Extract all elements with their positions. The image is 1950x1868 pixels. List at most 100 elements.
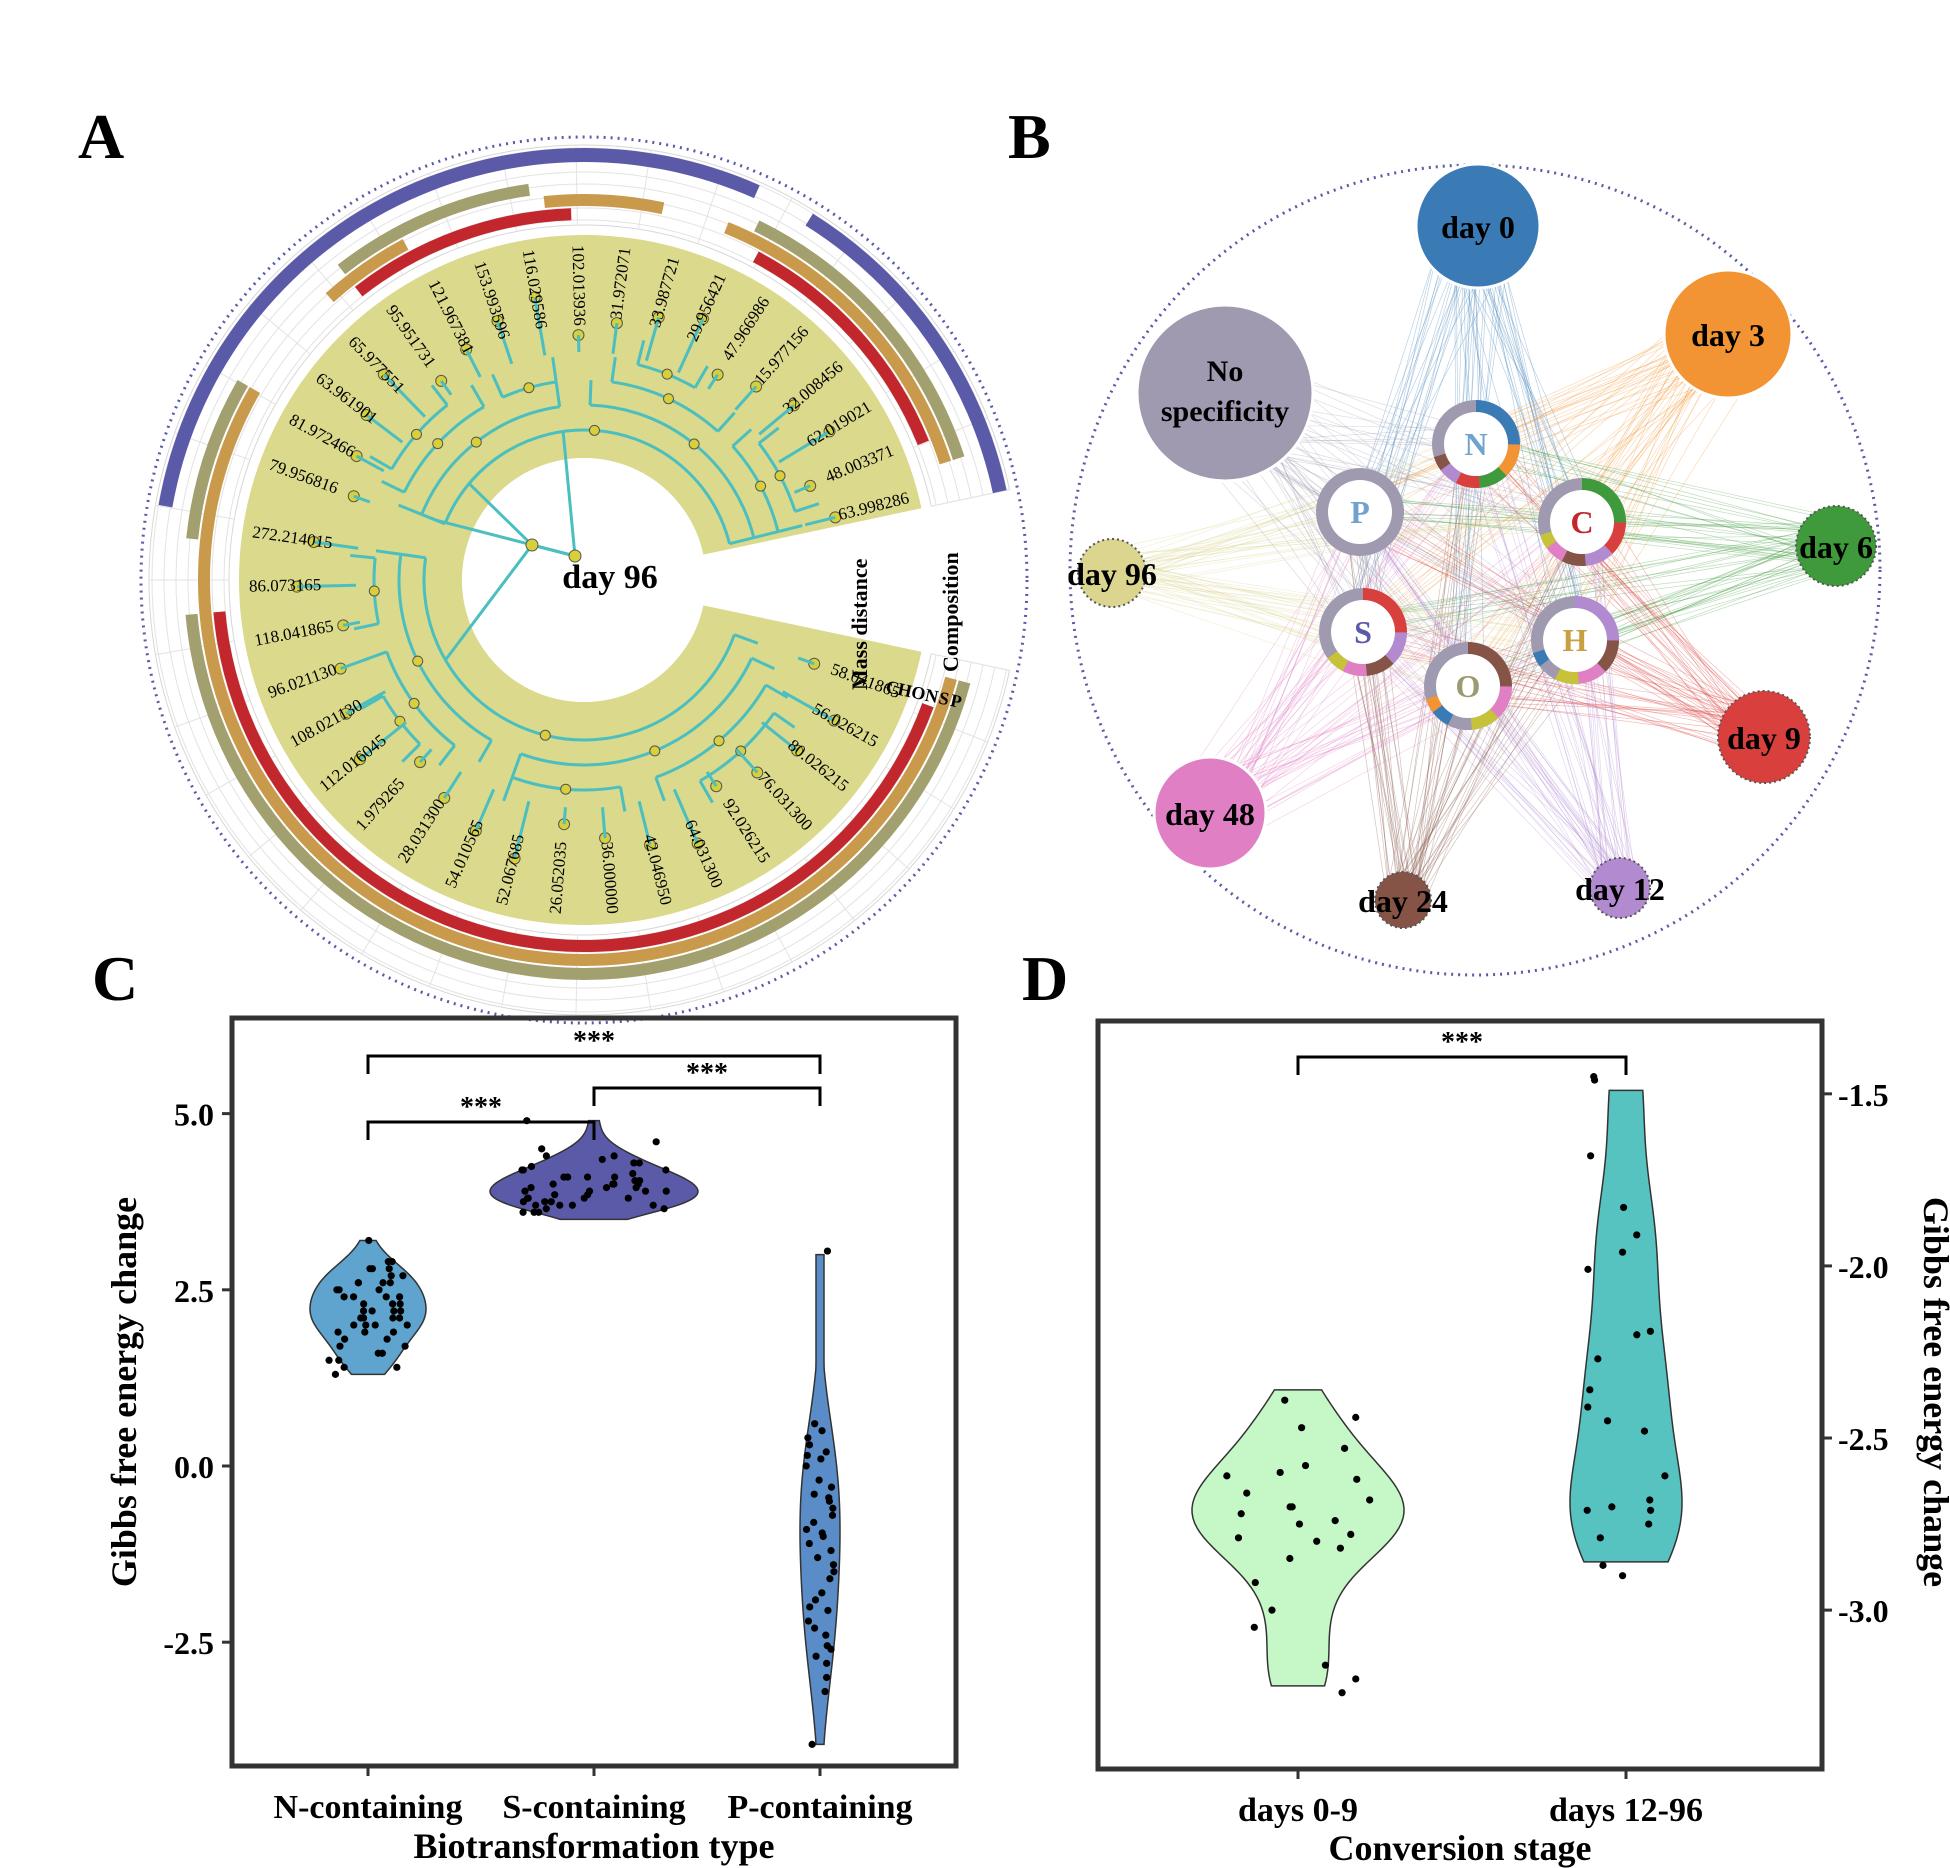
network-edge <box>1362 315 1695 634</box>
data-point <box>1366 1496 1374 1504</box>
element-node-label: N <box>1464 426 1487 462</box>
y-tick-label: -3.0 <box>1838 1593 1889 1629</box>
data-point <box>1268 1606 1276 1614</box>
element-node-segment <box>1470 709 1499 730</box>
network-edge <box>1374 314 1726 623</box>
network-edge <box>1473 430 1752 763</box>
data-point <box>541 1198 549 1206</box>
data-point <box>822 1631 830 1639</box>
internal-node <box>588 424 600 436</box>
element-legend-letter: N <box>923 685 940 707</box>
network-edge <box>1230 629 1582 828</box>
network-edge <box>1111 447 1462 575</box>
network-edge <box>1201 532 1580 829</box>
data-point <box>523 1194 532 1202</box>
data-point <box>396 1314 404 1322</box>
leaf-stem <box>313 540 359 550</box>
data-point <box>808 1740 816 1748</box>
day-node-label: day 0 <box>1441 209 1515 245</box>
network-edge <box>1353 634 1624 876</box>
tree-branch-stem <box>794 502 820 513</box>
data-point <box>1223 1472 1231 1480</box>
x-tick-label: S-containing <box>502 1789 685 1826</box>
leaf-stem <box>353 494 371 504</box>
network-edge <box>1593 507 1817 533</box>
network-edge <box>1468 460 1831 535</box>
tree-branch-stem <box>477 739 493 763</box>
element-node-segment <box>1546 541 1568 562</box>
data-point <box>826 1575 834 1583</box>
data-point <box>824 1606 832 1615</box>
data-point <box>1584 1265 1592 1273</box>
data-point <box>1243 1489 1251 1497</box>
element-node-segment <box>1363 588 1407 633</box>
tree-branch-stem <box>502 776 514 802</box>
element-node-segment <box>1478 467 1507 488</box>
network-edge <box>1488 217 1586 652</box>
data-point <box>547 1198 555 1206</box>
element-legend-letter: P <box>949 690 964 712</box>
network-edge <box>1372 622 1756 759</box>
data-point <box>631 1176 639 1185</box>
network-edge <box>1356 243 1475 650</box>
tree-branch-stem <box>610 356 617 383</box>
data-point <box>354 1279 363 1287</box>
network-edge <box>1354 637 1612 886</box>
element-legend-letter: S <box>937 688 951 710</box>
network-edge <box>1112 435 1463 592</box>
x-tick-label: days 0-9 <box>1238 1792 1358 1829</box>
data-point <box>542 1205 550 1213</box>
root-node <box>568 549 582 563</box>
data-point <box>804 1617 813 1625</box>
network-edge <box>1233 443 1563 639</box>
panel-d-violins <box>1191 1089 1683 1687</box>
data-point <box>1618 1572 1627 1580</box>
data-point <box>1301 1461 1310 1470</box>
network-edge <box>1104 446 1477 586</box>
day-node-circle <box>1662 268 1794 400</box>
data-point <box>1237 1510 1245 1518</box>
data-point <box>382 1293 390 1301</box>
data-point <box>1288 1503 1296 1511</box>
ring-segment-red <box>354 208 572 297</box>
panel-b-element-nodes: N P C S H O <box>1316 400 1626 730</box>
network-edge <box>1470 434 1750 724</box>
tree-branch-stem <box>758 426 780 445</box>
leaf-stem <box>365 413 404 444</box>
network-edge <box>1597 511 1632 890</box>
data-point <box>810 1624 819 1632</box>
data-point <box>341 1335 349 1343</box>
panel-a-mass-distance-label: Mass distance <box>847 558 872 690</box>
panel-d-x-axis-label: Conversion stage <box>1329 1828 1592 1868</box>
data-point <box>542 1152 550 1160</box>
network-edge <box>1492 428 1764 764</box>
network-edge <box>1418 507 1602 899</box>
network-edge <box>1482 445 1750 740</box>
data-point <box>1353 1475 1361 1483</box>
panel-d-significance: *** <box>1296 1027 1628 1075</box>
internal-node <box>408 697 420 709</box>
tree-branch-stem <box>729 536 755 546</box>
network-edge <box>1577 356 1703 644</box>
leaf-stem <box>297 583 357 589</box>
data-point <box>549 1180 557 1188</box>
day-node-circle <box>1077 538 1147 608</box>
network-edge <box>1107 585 1346 621</box>
data-point <box>583 1173 592 1181</box>
element-node-center <box>1328 480 1392 544</box>
network-edge <box>1477 443 1753 744</box>
data-point <box>1281 1396 1289 1404</box>
data-point <box>830 1568 838 1576</box>
data-point <box>806 1603 814 1611</box>
data-point <box>1276 1468 1284 1477</box>
network-edge <box>1449 247 1599 513</box>
network-edge <box>1492 437 1775 750</box>
day-node-label: day 6 <box>1799 529 1873 565</box>
network-edge <box>1224 438 1580 639</box>
network-edge <box>1115 552 1351 644</box>
tree-branch-stem <box>551 356 558 383</box>
data-point <box>823 1247 832 1255</box>
network-edge <box>1347 623 1628 900</box>
panel-letter-c: C <box>92 943 138 1014</box>
panel-d-y-ticks: -1.5 -2.0 -2.5 -3.0 <box>1822 1077 1889 1629</box>
